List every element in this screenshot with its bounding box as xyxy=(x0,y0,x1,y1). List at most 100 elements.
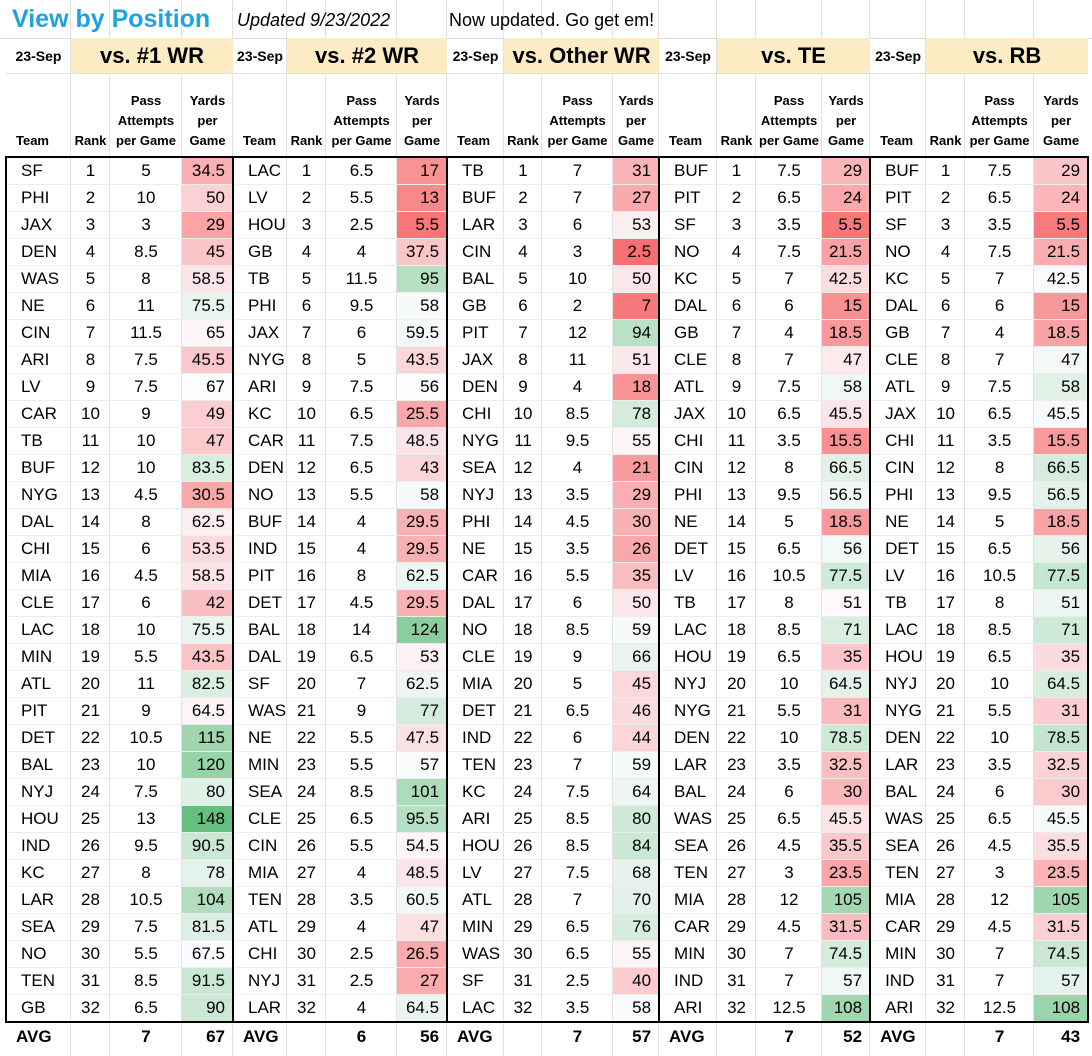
rank-cell: 2 xyxy=(717,184,757,212)
section-title: vs. RB xyxy=(926,38,1089,74)
team-cell: PIT xyxy=(659,184,718,212)
team-cell: NYJ xyxy=(447,481,505,509)
table-row: GB 32 6.5 90 LAR 32 4 64.5 LAC 32 3.5 58 ARI 32 12.5 10… xyxy=(5,994,1090,1023)
rank-cell: 1 xyxy=(287,156,327,185)
yards-cell: 15.5 xyxy=(1034,427,1090,455)
table-row: IND 26 9.5 90.5 CIN 26 5.5 54.5 HOU 26 8.5 84 SEA 26 4… xyxy=(5,832,1090,860)
rank-cell: 15 xyxy=(717,535,757,563)
team-cell: JAX xyxy=(233,319,288,347)
yards-cell: 24 xyxy=(1034,184,1090,212)
rank-cell: 8 xyxy=(717,346,757,374)
team-cell: MIN xyxy=(5,643,71,671)
yards-cell: 34.5 xyxy=(182,156,235,185)
rank-cell: 12 xyxy=(504,454,543,482)
yards-cell: 55 xyxy=(613,940,661,968)
attempts-cell: 6.5 xyxy=(326,805,398,833)
yards-cell: 35 xyxy=(1034,643,1090,671)
yards-cell: 66.5 xyxy=(1034,454,1090,482)
yards-cell: 62.5 xyxy=(397,670,449,698)
attempts-cell: 6 xyxy=(110,589,182,617)
rank-cell: 14 xyxy=(926,508,966,536)
attempts-cell: 12.5 xyxy=(756,994,823,1023)
rank-cell: 13 xyxy=(71,481,110,509)
team-cell: CLE xyxy=(870,346,927,374)
team-cell: BAL xyxy=(447,265,505,293)
rank-cell: 8 xyxy=(71,346,110,374)
table-row: BUF 12 10 83.5 DEN 12 6.5 43 SEA 12 4 21 CIN 12 8 66.5 C… xyxy=(5,454,1090,482)
rank-cell: 15 xyxy=(287,535,327,563)
attempts-cell: 11.5 xyxy=(326,265,398,293)
attempts-cell: 6.5 xyxy=(965,400,1035,428)
attempts-cell: 4 xyxy=(326,535,398,563)
attempts-cell: 5 xyxy=(110,156,182,185)
team-cell: CAR xyxy=(870,913,927,941)
yards-cell: 43.5 xyxy=(397,346,449,374)
attempts-cell: 7.5 xyxy=(542,778,614,806)
team-cell: PHI xyxy=(659,481,718,509)
rank-cell: 28 xyxy=(504,886,543,914)
attempts-cell: 5.5 xyxy=(965,697,1035,725)
attempts-cell: 8.5 xyxy=(326,778,398,806)
rank-cell: 27 xyxy=(287,859,327,887)
team-cell: CLE xyxy=(447,643,505,671)
yards-cell: 32.5 xyxy=(822,751,872,779)
attempts-cell: 8.5 xyxy=(110,238,182,266)
yards-cell: 35 xyxy=(822,643,872,671)
team-cell: NO xyxy=(5,940,71,968)
team-cell: BAL xyxy=(870,778,927,806)
rank-cell: 4 xyxy=(504,238,543,266)
team-cell: BUF xyxy=(233,508,288,536)
team-cell: BAL xyxy=(659,778,718,806)
yards-cell: 18.5 xyxy=(822,508,872,536)
rank-cell: 3 xyxy=(926,211,966,239)
attempts-cell: 3 xyxy=(756,859,823,887)
team-cell: DAL xyxy=(447,589,505,617)
yards-cell: 46 xyxy=(613,697,661,725)
avg-yards: 67 xyxy=(182,1021,234,1051)
table-row: PHI 2 10 50 LV 2 5.5 13 BUF 2 7 27 PIT 2 6.5 24 PIT 2 6.5 2… xyxy=(5,184,1090,212)
team-cell: DEN xyxy=(447,373,505,401)
avg-yards: 43 xyxy=(1034,1021,1089,1051)
yards-cell: 64.5 xyxy=(397,994,449,1023)
attempts-cell: 7.5 xyxy=(965,373,1035,401)
attempts-cell: 6.5 xyxy=(542,940,614,968)
rank-cell: 3 xyxy=(287,211,327,239)
col-header-attempts: Pass Attempts per Game xyxy=(116,93,176,148)
attempts-cell: 7 xyxy=(542,886,614,914)
yards-cell: 70 xyxy=(613,886,661,914)
rank-cell: 28 xyxy=(287,886,327,914)
rank-cell: 1 xyxy=(717,156,757,185)
rank-cell: 31 xyxy=(287,967,327,995)
rank-cell: 13 xyxy=(717,481,757,509)
avg-yards: 57 xyxy=(613,1021,660,1051)
col-header-team: Team xyxy=(880,133,914,148)
team-cell: WAS xyxy=(5,265,71,293)
table-row: CIN 7 11.5 65 JAX 7 6 59.5 PIT 7 12 94 GB 7 4 18.5 GB 7 4 1… xyxy=(5,319,1090,347)
yards-cell: 78.5 xyxy=(822,724,872,752)
avg-yards: 56 xyxy=(397,1021,448,1051)
rank-cell: 26 xyxy=(926,832,966,860)
rank-cell: 9 xyxy=(504,373,543,401)
attempts-cell: 6 xyxy=(965,292,1035,320)
table-row: NE 6 11 75.5 PHI 6 9.5 58 GB 6 2 7 DAL 6 6 15 DAL 6 6 15 xyxy=(5,292,1090,320)
rank-cell: 11 xyxy=(504,427,543,455)
yards-cell: 49 xyxy=(182,400,235,428)
team-cell: SEA xyxy=(870,832,927,860)
rank-cell: 30 xyxy=(717,940,757,968)
table-row: MIA 16 4.5 58.5 PIT 16 8 62.5 CAR 16 5.5 35 LV 16 10.5… xyxy=(5,562,1090,590)
table-row: KC 27 8 78 MIA 27 4 48.5 LV 27 7.5 68 TEN 27 3 23.5 TEN 2… xyxy=(5,859,1090,887)
avg-attempts: 6 xyxy=(326,1021,398,1051)
rank-cell: 29 xyxy=(926,913,966,941)
team-cell: DAL xyxy=(5,508,71,536)
yards-cell: 51 xyxy=(1034,589,1090,617)
team-cell: PIT xyxy=(870,184,927,212)
attempts-cell: 8 xyxy=(756,454,823,482)
attempts-cell: 6.5 xyxy=(756,805,823,833)
section-date: 23-Sep xyxy=(233,38,288,74)
attempts-cell: 10 xyxy=(542,265,614,293)
rank-cell: 17 xyxy=(926,589,966,617)
col-header-attempts: Pass Attempts per Game xyxy=(759,93,820,148)
team-cell: MIA xyxy=(233,859,288,887)
attempts-cell: 14 xyxy=(326,616,398,644)
table-row: NO 30 5.5 67.5 CHI 30 2.5 26.5 WAS 30 6.5 55 MIN 30 7 7… xyxy=(5,940,1090,968)
